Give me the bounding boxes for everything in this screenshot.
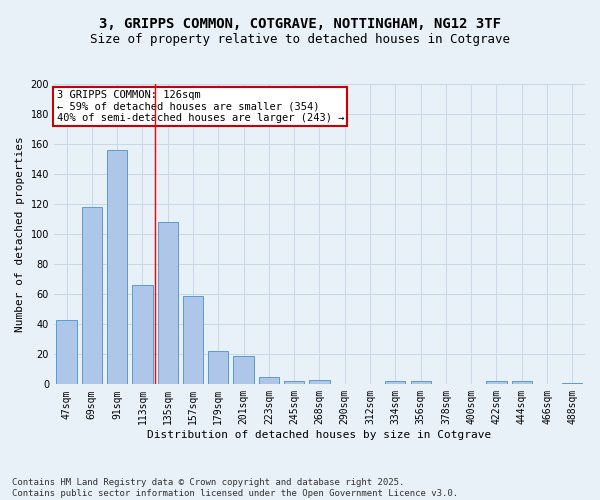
Bar [158,222,178,384]
X-axis label: Distribution of detached houses by size in Cotgrave: Distribution of detached houses by size … [148,430,491,440]
Text: Contains HM Land Registry data © Crown copyright and database right 2025.
Contai: Contains HM Land Registry data © Crown c… [12,478,458,498]
Bar [56,320,77,384]
Bar [410,382,431,384]
Bar [107,150,127,384]
Text: 3, GRIPPS COMMON, COTGRAVE, NOTTINGHAM, NG12 3TF: 3, GRIPPS COMMON, COTGRAVE, NOTTINGHAM, … [99,18,501,32]
Bar [284,382,304,384]
Text: 3 GRIPPS COMMON: 126sqm
← 59% of detached houses are smaller (354)
40% of semi-d: 3 GRIPPS COMMON: 126sqm ← 59% of detache… [56,90,344,123]
Bar [82,207,102,384]
Bar [133,285,152,384]
Y-axis label: Number of detached properties: Number of detached properties [15,136,25,332]
Bar [562,383,583,384]
Bar [233,356,254,384]
Bar [183,296,203,384]
Bar [512,382,532,384]
Text: Size of property relative to detached houses in Cotgrave: Size of property relative to detached ho… [90,32,510,46]
Bar [208,352,229,384]
Bar [259,377,279,384]
Bar [487,382,506,384]
Bar [385,382,406,384]
Bar [310,380,329,384]
